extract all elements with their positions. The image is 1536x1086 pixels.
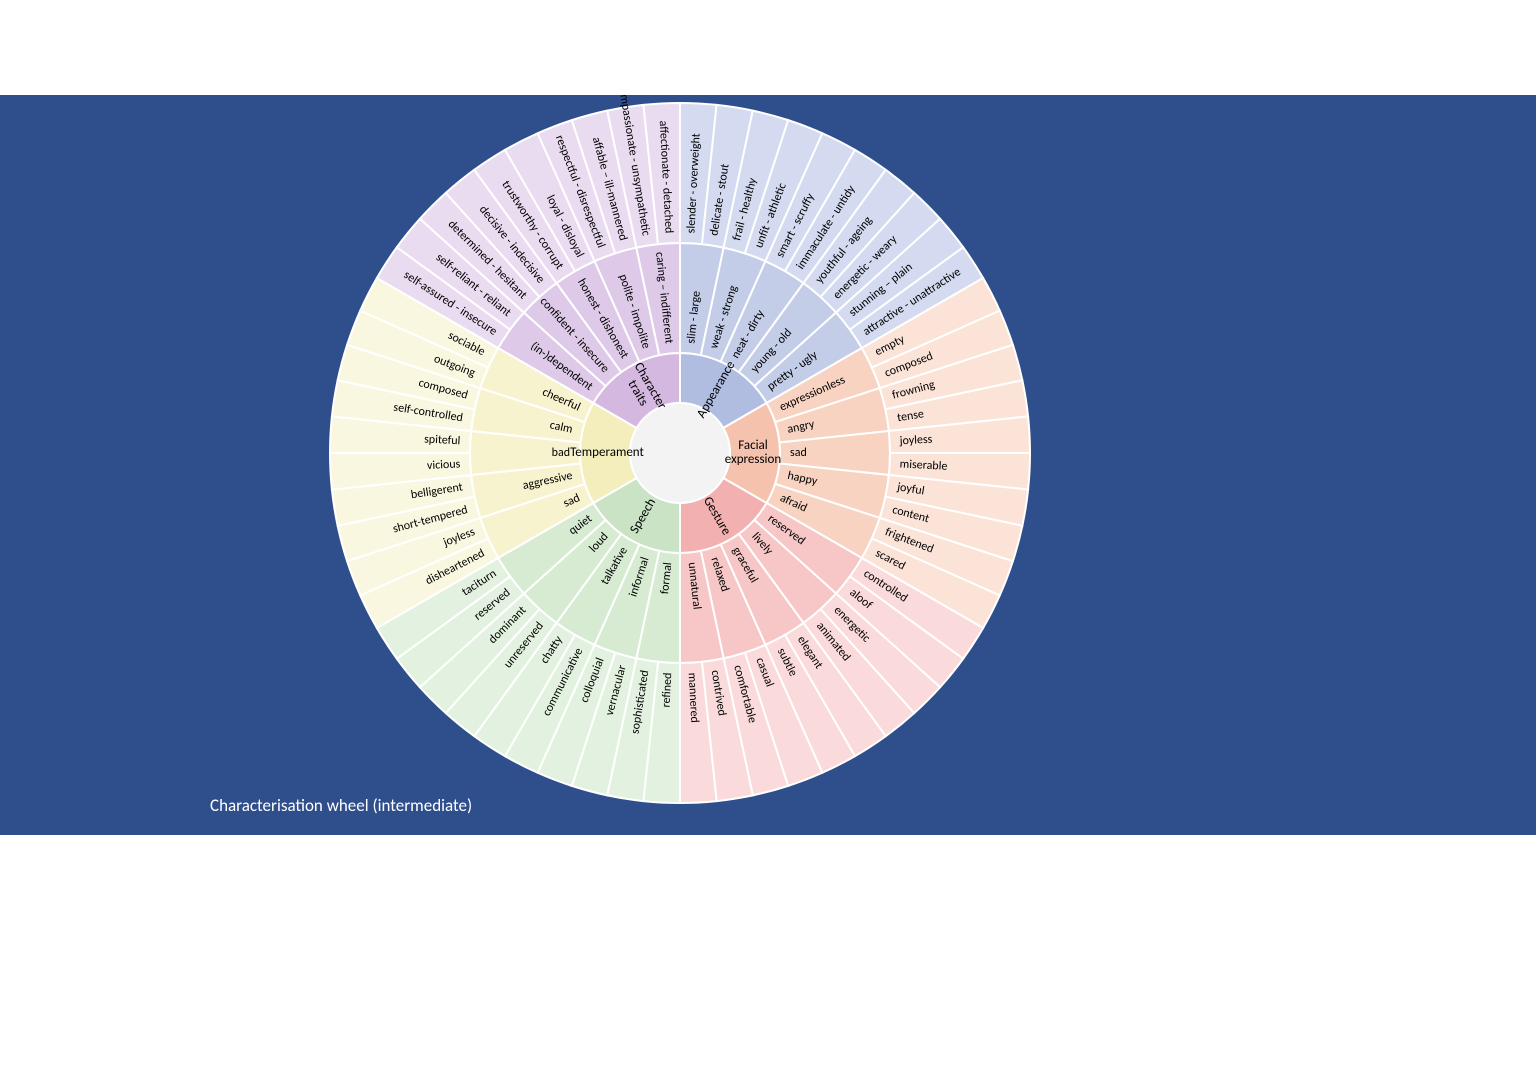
diagram-stage: Appearanceslim - largeweak - strongneat … [0, 95, 1536, 835]
svg-text:vicious: vicious [427, 457, 461, 473]
svg-text:bad: bad [552, 446, 570, 460]
svg-text:refined: refined [660, 672, 676, 708]
svg-text:mannered: mannered [685, 672, 702, 723]
svg-text:miserable: miserable [899, 457, 947, 473]
svg-text:spiteful: spiteful [424, 432, 461, 448]
svg-text:Temperament: Temperament [570, 445, 644, 460]
svg-text:joyless: joyless [898, 433, 933, 449]
diagram-caption: Characterisation wheel (intermediate) [210, 795, 472, 816]
svg-text:sad: sad [790, 446, 807, 460]
